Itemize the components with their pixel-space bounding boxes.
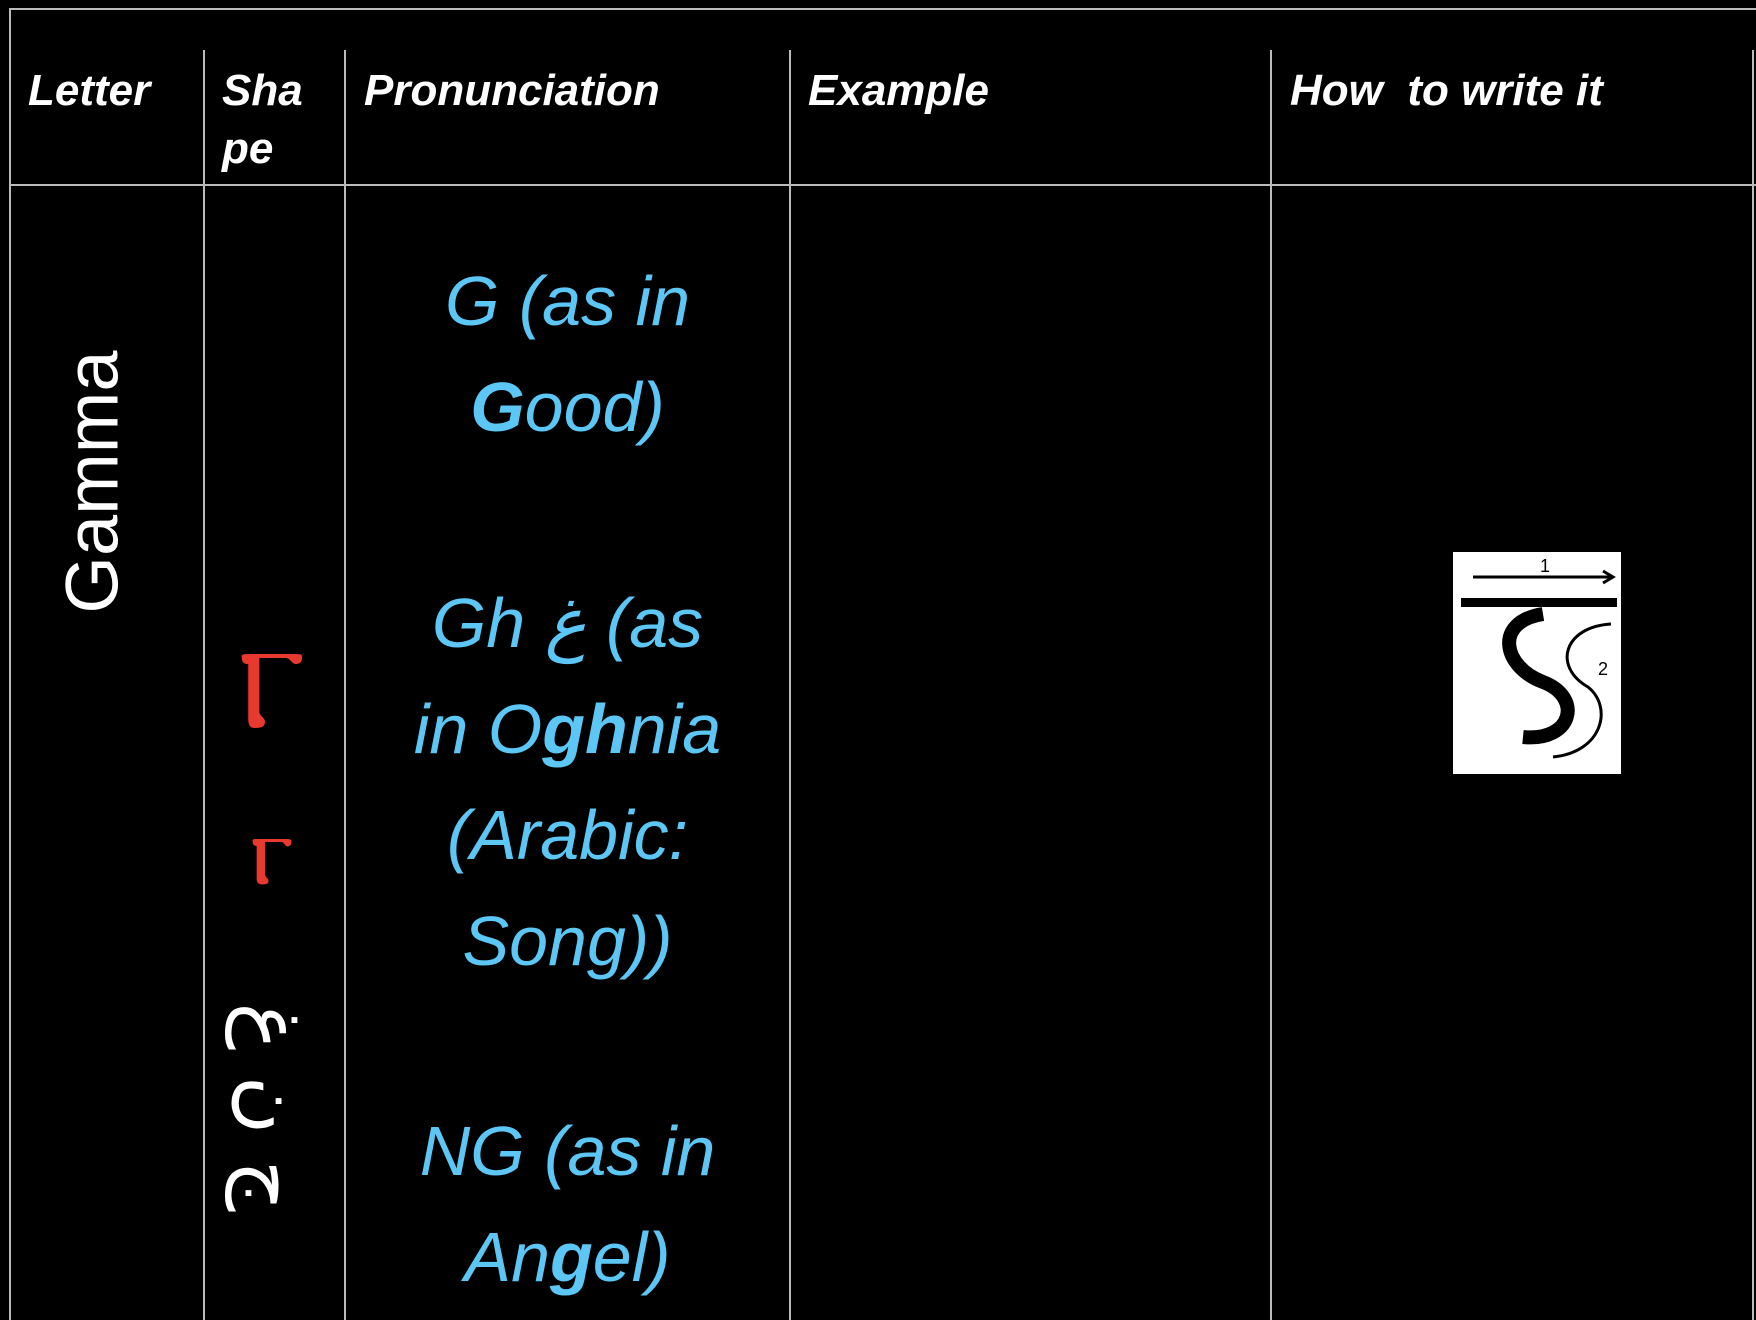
- pronunciation-block: G (as in Good): [345, 248, 790, 460]
- text-line: Song)): [345, 888, 790, 994]
- column-divider: [789, 50, 791, 1320]
- header-cell: Sha pe: [222, 66, 303, 173]
- column-divider: [344, 50, 346, 1320]
- text-part: An: [464, 1218, 551, 1296]
- header-cell: Letter: [28, 66, 151, 115]
- stroke-curve: [1502, 607, 1575, 745]
- header-cell: How to write it: [1290, 66, 1603, 115]
- text-line: in Oghnia: [345, 676, 790, 782]
- arrow-1-head: [1602, 569, 1616, 585]
- arrow-2: [1552, 622, 1612, 759]
- text-part: in O: [413, 690, 543, 768]
- text-line: G (as in: [345, 248, 790, 354]
- text-line: Gh غ (as: [345, 570, 790, 676]
- writing-guide: 1 2: [1453, 552, 1621, 774]
- text-part: el): [592, 1218, 671, 1296]
- pronunciation-block: NG (as in Angel): [345, 1098, 790, 1310]
- text-part: (Arabic:: [446, 796, 689, 874]
- header-divider: [10, 184, 1756, 186]
- step-number: 1: [1540, 556, 1550, 576]
- header-cell: Example: [808, 66, 989, 115]
- text-part: g: [550, 1218, 593, 1296]
- stroke-bar: [1461, 598, 1617, 607]
- text-line: NG (as in: [345, 1098, 790, 1204]
- arabic-shapes: ج ن غ: [225, 1002, 319, 1212]
- column-divider: [203, 50, 205, 1320]
- column-divider: [1270, 50, 1272, 1320]
- step-number: 2: [1598, 659, 1608, 679]
- text-part: Gh غ (as: [431, 584, 704, 662]
- text-line: (Arabic:: [345, 782, 790, 888]
- text-part: Song)): [462, 902, 673, 980]
- text-part: nia: [627, 690, 722, 768]
- text-part: NG (as in: [419, 1112, 716, 1190]
- text-part: G (as in: [444, 262, 691, 340]
- text-part: gh: [542, 690, 628, 768]
- text-line: Angel): [345, 1204, 790, 1310]
- column-divider: [1752, 50, 1754, 1320]
- coptic-small: ⲅ: [250, 794, 294, 906]
- letter-name: Gamma: [50, 350, 134, 614]
- text-part: G: [470, 368, 525, 446]
- coptic-capital: Ⲅ: [238, 628, 306, 751]
- text-part: ood): [524, 368, 665, 446]
- header-cell: Pronunciation: [364, 66, 660, 115]
- pronunciation-block: Gh غ (as in Oghnia (Arabic: Song)): [345, 570, 790, 994]
- text-line: Good): [345, 354, 790, 460]
- table-border: [9, 8, 1756, 1320]
